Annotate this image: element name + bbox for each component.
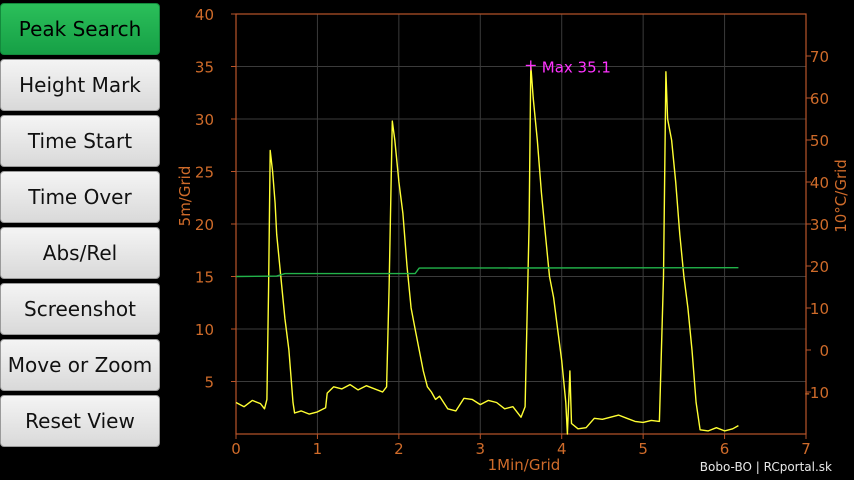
x-tick-label: 2	[394, 440, 404, 458]
credit-text: Bobo-BO | RCportal.sk	[699, 460, 832, 474]
series-layer[interactable]	[235, 64, 739, 435]
time-start-button[interactable]: Time Start	[0, 115, 160, 167]
x-tick-label: 3	[476, 440, 486, 458]
y2-tick-label: 70	[810, 48, 829, 66]
y2-tick-label: 60	[810, 90, 829, 108]
x-tick-label: 0	[231, 440, 241, 458]
y-axis-right-label: 10°C/Grid	[832, 159, 850, 233]
reset-view-button[interactable]: Reset View	[0, 395, 160, 447]
y2-tick-label: 10	[810, 300, 829, 318]
screenshot-button[interactable]: Screenshot	[0, 283, 160, 335]
y2-tick-label: 0	[819, 342, 829, 360]
abs-rel-button[interactable]: Abs/Rel	[0, 227, 160, 279]
peak-annotation: Max 35.1	[525, 58, 611, 76]
x-tick-label: 6	[720, 440, 730, 458]
y2-tick-label: 40	[810, 174, 829, 192]
x-axis: 0 1 2 3 4 5 6 7	[231, 434, 811, 458]
y-tick-label: 30	[195, 111, 214, 129]
y2-tick-label: 20	[810, 258, 829, 276]
y-axis-left: 5 10 15 20 25 30 35 40	[195, 6, 236, 392]
temperature-series-line	[235, 267, 739, 278]
peak-search-button[interactable]: Peak Search	[0, 3, 160, 55]
y-tick-label: 15	[195, 269, 214, 287]
chart-grid	[236, 14, 806, 434]
height-series-line	[235, 64, 739, 435]
x-tick-label: 7	[801, 440, 811, 458]
y-tick-label: 35	[195, 59, 214, 77]
y-tick-label: 25	[195, 164, 214, 182]
y-tick-label: 20	[195, 216, 214, 234]
peak-label: Max 35.1	[542, 58, 611, 76]
y2-tick-label: -10	[805, 384, 830, 402]
y-tick-label: 10	[195, 321, 214, 339]
y-axis-right: -10 0 10 20 30 40 50 60 70	[805, 48, 830, 402]
y2-tick-label: 30	[810, 216, 829, 234]
sidebar-menu: Peak Search Height Mark Time Start Time …	[0, 0, 160, 480]
x-tick-label: 1	[313, 440, 323, 458]
time-over-button[interactable]: Time Over	[0, 171, 160, 223]
y-axis-left-label: 5m/Grid	[176, 166, 194, 227]
x-tick-label: 4	[557, 440, 567, 458]
x-axis-label: 1Min/Grid	[488, 456, 561, 474]
move-or-zoom-button[interactable]: Move or Zoom	[0, 339, 160, 391]
height-mark-button[interactable]: Height Mark	[0, 59, 160, 111]
y2-tick-label: 50	[810, 132, 829, 150]
y-tick-label: 40	[195, 6, 214, 24]
y-tick-label: 5	[204, 374, 214, 392]
x-tick-label: 5	[638, 440, 648, 458]
